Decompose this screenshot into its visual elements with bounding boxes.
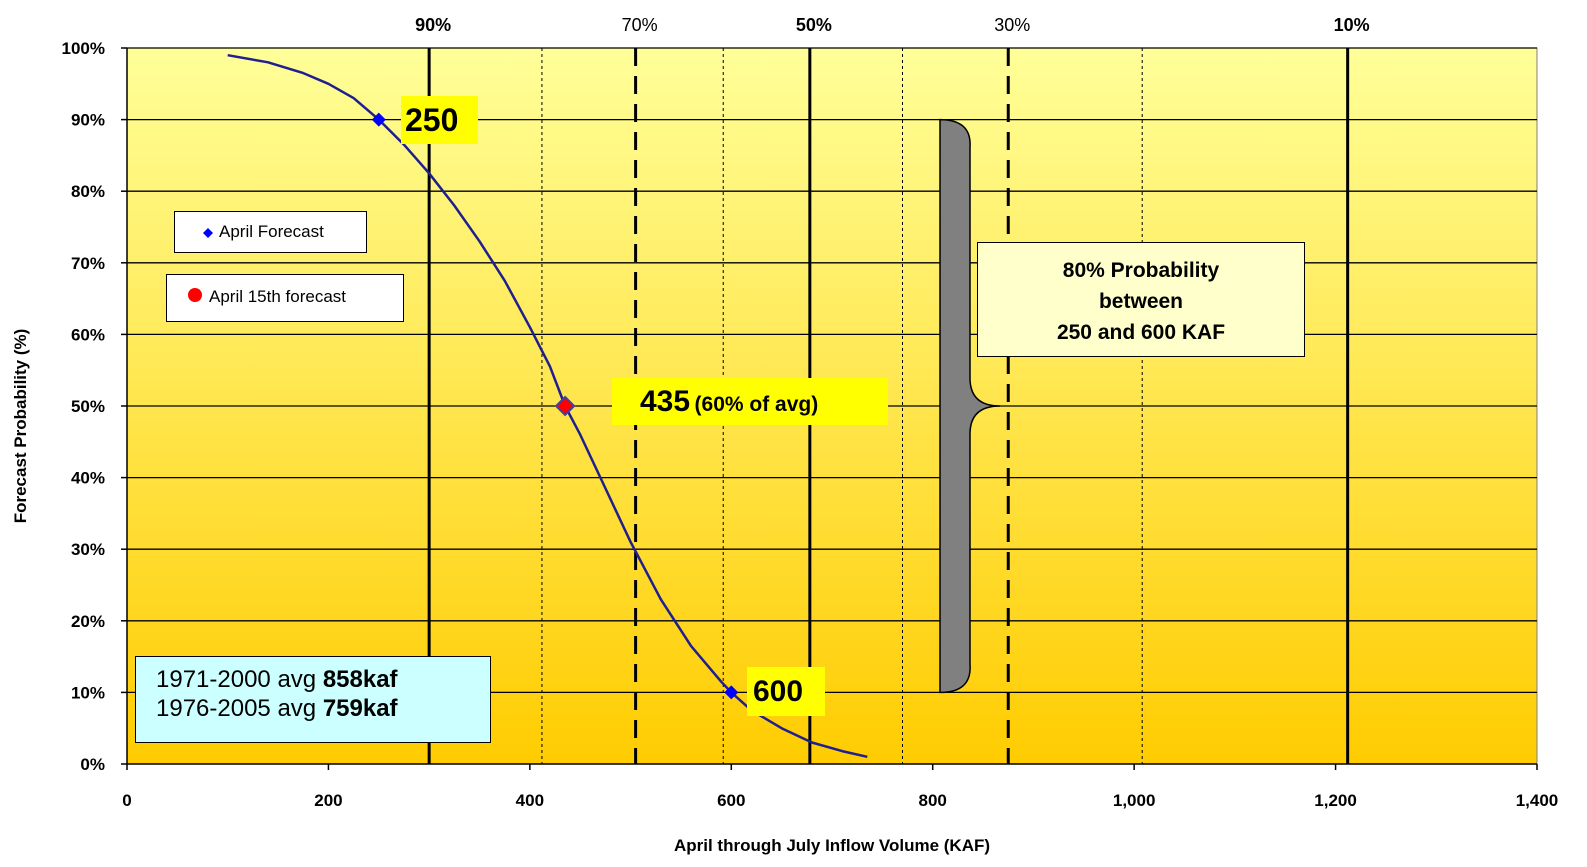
label-435: 435 (60% of avg): [612, 378, 888, 425]
x-tick-label-400: 400: [516, 791, 544, 810]
x-tick-label-800: 800: [919, 791, 947, 810]
y-axis-title: Forecast Probability (%): [11, 329, 30, 524]
legend-april-15th-label: April 15th forecast: [209, 287, 347, 306]
y-tick-label-80: 80%: [71, 182, 105, 201]
avg-1976-2005-value: 759kaf: [322, 695, 398, 722]
percentile-label-70pct: 70%: [622, 15, 658, 35]
y-tick-label-10: 10%: [71, 683, 105, 702]
label-250: 250: [401, 96, 478, 144]
label-600: 600: [747, 667, 825, 716]
x-tick-label-1400: 1,400: [1516, 791, 1559, 810]
y-tick-label-90: 90%: [71, 111, 105, 130]
april-15th-marker-435: [554, 395, 576, 417]
y-tick-label-50: 50%: [71, 397, 105, 416]
x-axis-title: April through July Inflow Volume (KAF): [674, 836, 990, 855]
legend-april-forecast-label: April Forecast: [219, 222, 324, 241]
axes: 0% 10% 20% 30% 40% 50% 60% 70% 80% 90% 100% 0 200 400…: [62, 39, 1559, 810]
percentile-label-10pct: 10%: [1334, 15, 1370, 35]
y-tick-label-20: 20%: [71, 612, 105, 631]
y-tick-label-60: 60%: [71, 325, 105, 344]
y-tick-label-0: 0%: [80, 755, 105, 774]
avg-line-2: 1976-2005 avg 759kaf: [156, 695, 398, 722]
percentile-lines: 90% 70% 50% 30% 10%: [415, 15, 1370, 764]
diamond-marker-icon: [203, 223, 213, 243]
y-tick-label-30: 30%: [71, 540, 105, 559]
avg-1971-2000-value: 858kaf: [322, 666, 398, 693]
x-tick-label-200: 200: [314, 791, 342, 810]
x-tick-label-1200: 1,200: [1314, 791, 1357, 810]
percentile-label-50pct: 50%: [796, 15, 832, 35]
april-forecast-marker-250: [371, 112, 386, 127]
avg-line-1: 1971-2000 avg 858kaf: [156, 666, 398, 693]
percentile-label-30pct: 30%: [994, 15, 1030, 35]
probability-range-box: 80% Probability between 250 and 600 KAF: [977, 242, 1305, 357]
percentile-label-90pct: 90%: [415, 15, 451, 35]
x-tick-label-0: 0: [122, 791, 131, 810]
averages-box: 1971-2000 avg 858kaf 1976-2005 avg 759ka…: [135, 656, 491, 743]
y-tick-label-40: 40%: [71, 469, 105, 488]
y-tick-label-70: 70%: [71, 254, 105, 273]
x-tick-label-1000: 1,000: [1113, 791, 1156, 810]
legend-april-forecast: April Forecast: [174, 211, 367, 253]
range-brace: [939, 118, 1001, 694]
red-dot-icon: [187, 287, 203, 308]
y-tick-label-100: 100%: [62, 39, 105, 58]
legend-april-15th: April 15th forecast: [166, 274, 404, 322]
markers: [371, 112, 739, 700]
april-forecast-marker-600: [724, 685, 739, 700]
x-tick-label-600: 600: [717, 791, 745, 810]
